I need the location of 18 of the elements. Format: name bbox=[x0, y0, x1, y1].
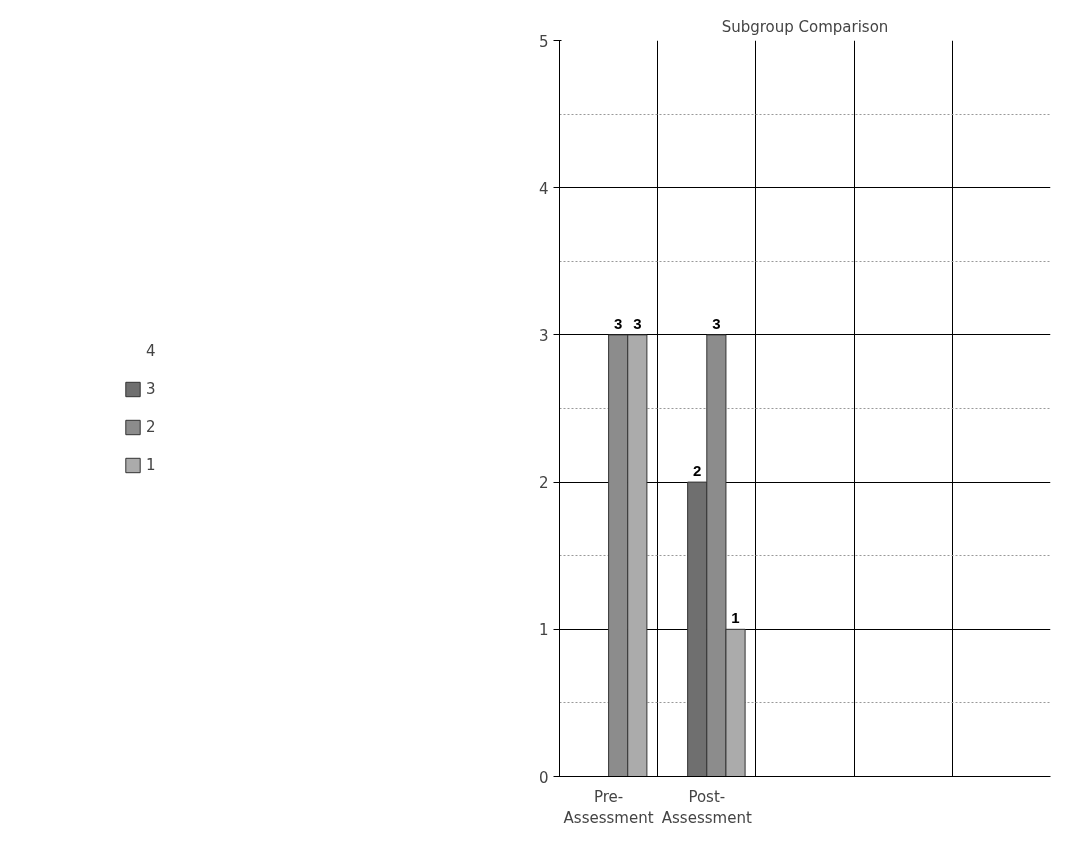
y-tick-label: 2 bbox=[538, 474, 549, 493]
y-tick-label: 1 bbox=[538, 621, 549, 640]
legend-label: 2 bbox=[146, 418, 157, 436]
data-label: 3 bbox=[633, 314, 642, 332]
data-label: 3 bbox=[712, 314, 721, 332]
y-tick-label: 4 bbox=[538, 179, 549, 198]
data-label: 1 bbox=[731, 609, 740, 627]
x-tick-label: Pre-Assessment bbox=[563, 787, 654, 828]
x-tick-label: Post-Assessment bbox=[661, 787, 752, 828]
y-tick-label: 3 bbox=[538, 326, 549, 345]
y-tick-label: 0 bbox=[538, 768, 549, 787]
text: 4 bbox=[146, 342, 157, 360]
data-label: 3 bbox=[614, 314, 623, 332]
chart-title: Subgroup Comparison bbox=[721, 17, 889, 36]
data-label: 2 bbox=[693, 462, 702, 480]
legend-label: 3 bbox=[146, 380, 157, 398]
y-tick-label: 5 bbox=[538, 32, 549, 51]
legend-label: 1 bbox=[146, 456, 157, 474]
